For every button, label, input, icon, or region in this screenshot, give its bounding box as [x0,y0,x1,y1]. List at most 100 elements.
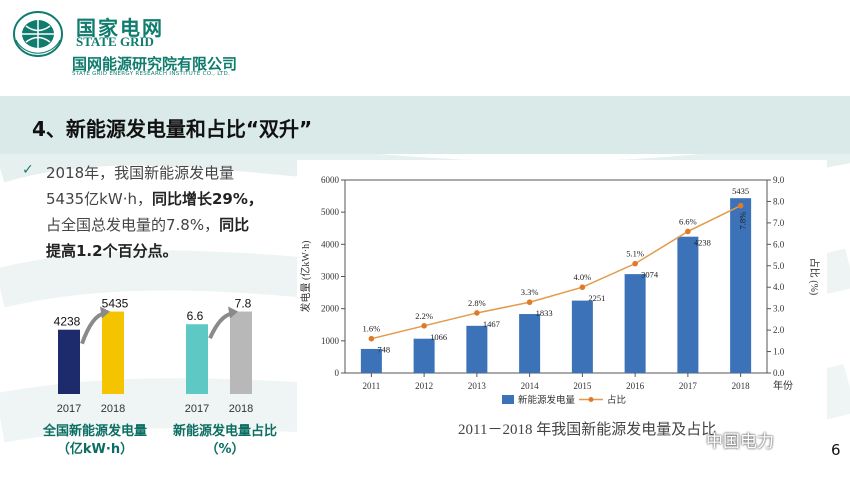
bar-2016 [624,274,646,373]
checkmark-icon: ✓ [22,162,34,178]
mini-bar-2018 [230,311,252,394]
x-tick-label: 2014 [521,381,540,391]
y2-tick-label: 7.0 [773,218,785,228]
bar-2015 [571,300,593,373]
page-number: 6 [831,441,841,459]
body-line-2b: 同比增长29%， [151,190,263,208]
share-point-2012 [421,323,427,329]
mini-year-label: 2018 [229,403,253,415]
watermark: 中国电力 [706,432,774,452]
bar-2012 [413,338,435,373]
body-line-3b: 同比 [219,216,250,234]
legend-bar-swatch [502,395,514,404]
mini-bar-2018 [102,311,124,394]
plot-frame [344,179,768,374]
bar-value-label: 5435 [732,186,749,196]
share-value-label: 2.2% [415,311,433,321]
mini-value-label: 6.6 [187,309,204,323]
y2-tick-label: 2.0 [773,325,785,335]
bar-value-label: 2251 [588,293,605,303]
share-point-2016 [632,260,638,267]
mini-year-label: 2017 [57,403,81,415]
slide-title: 4、新能源发电量和占比“双升” [32,117,313,141]
share-point-2015 [579,284,586,291]
share-value-label: 7.8% [738,212,748,230]
y-tick-label: 0 [335,368,340,378]
bar-2014 [519,314,541,373]
bar-value-label: 1833 [536,308,553,318]
share-value-label: 3.3% [521,287,539,297]
mini-chart-share-label: 新能源发电量占比 （%） [172,424,277,457]
mini-chart-generation-label: 全国新能源发电量 （亿kW·h） [42,424,147,457]
share-value-label: 1.6% [363,324,381,334]
legend-line-marker [588,397,594,402]
body-line-3a: 占全国总发电量的7.8%， [46,216,220,234]
bar-2013 [466,325,488,373]
main-chart: 0 1000 2000 3000 4000 5000 6000 0.0 1.0 2.0 3.0 4.0… [299,175,821,406]
y2-tick-label: 3.0 [773,304,785,314]
x-tick-label: 2011 [363,381,381,391]
title-band [0,96,850,154]
y-axis-label: 发电量 (亿kW·h) [299,241,312,313]
x-axis-label: 年份 [773,379,793,392]
institute-name-en: STATE GRID ENERGY RESEARCH INSTITUTE CO.… [72,71,231,77]
legend-bar-label: 新能源发电量 [518,394,576,406]
growth-arrow-icon [80,311,105,345]
y-tick-label: 1000 [321,336,340,346]
bar-value-label: 748 [377,345,390,355]
mini-value-label: 4238 [54,315,81,329]
mini-bar-2017 [186,324,208,394]
share-point-2013 [474,310,480,316]
company-name-en: STATE GRID [76,34,154,49]
mini-chart-share: 6.6 2017 7.8 2018 [185,297,253,415]
mini-year-label: 2018 [101,403,125,415]
y2-tick-label: 6.0 [773,239,785,249]
x-tick-label: 2015 [573,381,592,391]
mini-bar-2017 [58,329,80,394]
body-line-2a: 5435亿kW·h， [46,190,152,208]
growth-arrowhead-icon [100,306,110,319]
institute-name-cn: 国网能源研究院有限公司 [72,55,238,73]
bar-2011 [360,348,382,373]
x-tick-label: 2012 [415,381,433,391]
y-tick-label: 3000 [321,272,340,282]
body-line-4: 提高1.2个百分点。 [46,242,178,260]
bar-value-label: 3074 [641,270,659,280]
y2-axis-label: 占比 (%) [808,258,821,296]
share-point-2018 [737,202,744,209]
mini-chart-generation: 4238 2017 5435 2018 [54,297,129,415]
share-value-label: 5.1% [626,249,644,259]
share-value-label: 6.6% [679,216,697,226]
growth-arrowhead-icon [228,306,238,319]
mini-value-label: 5435 [102,297,129,311]
y2-tick-label: 8.0 [773,196,785,206]
y-tick-label: 6000 [321,175,340,185]
x-tick-label: 2017 [679,381,698,391]
body-paragraph: 2018年，我国新能源发电量 5435亿kW·h，同比增长29%， 占全国总发电… [46,160,286,264]
share-value-label: 4.0% [574,272,592,282]
chart-title: 2011－2018 年我国新能源发电量及占比 [458,422,717,438]
legend-line-label: 占比 [607,394,626,406]
bar-2018 [730,198,752,373]
mini-year-label: 2017 [185,403,209,415]
x-tick-label: 2018 [732,381,751,391]
y2-tick-label: 4.0 [773,282,785,292]
x-tick-label: 2013 [468,381,487,391]
growth-arrow-icon [208,311,233,340]
share-point-2011 [368,335,375,342]
mini-value-label: 7.8 [235,297,252,311]
share-value-label: 2.8% [468,298,486,308]
y2-tick-label: 9.0 [773,175,785,185]
state-grid-logo-icon [13,11,63,57]
y2-tick-label: 5.0 [773,261,785,271]
bar-2017 [677,236,699,373]
share-point-2014 [526,299,533,306]
x-tick-label: 2016 [626,381,645,391]
bar-value-label: 1467 [483,319,500,329]
y-tick-label: 5000 [321,207,340,217]
y-tick-label: 4000 [321,239,340,249]
company-name-cn: 国家电网 [76,16,164,40]
share-point-2017 [685,228,691,235]
bar-value-label: 1066 [430,332,447,342]
